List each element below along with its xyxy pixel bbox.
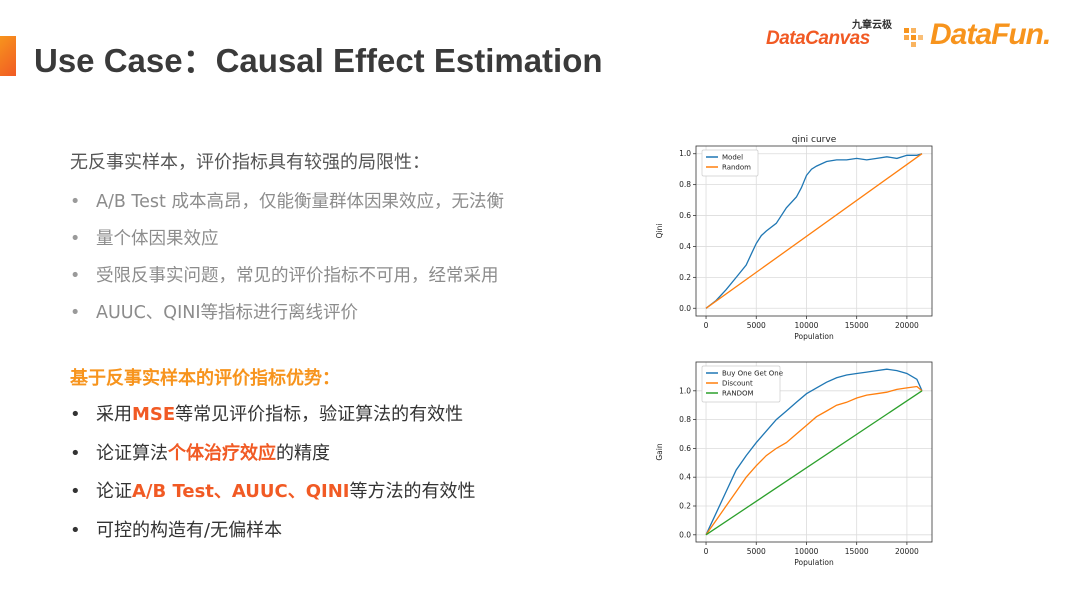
x-tick-label: 5000: [747, 547, 766, 556]
y-tick-label: 0.8: [679, 180, 691, 189]
y-tick-label: 0.6: [679, 211, 691, 220]
y-tick-label: 0.6: [679, 444, 691, 453]
series-line-discount: [705, 385, 923, 536]
logos: 九章云极 DataCanvas DataFun.: [766, 14, 1066, 58]
x-tick-label: 20000: [895, 547, 919, 556]
x-tick-label: 10000: [795, 321, 819, 330]
text-part: 等常见评价指标，验证算法的有效性: [175, 404, 464, 425]
y-tick-label: 0.8: [679, 415, 691, 424]
text-part: 等方法的有效性: [349, 481, 476, 502]
content-column: 无反事实样本，评价指标具有较强的局限性： A/B Test 成本高昂，仅能衡量群…: [70, 148, 610, 550]
list-item: 采用MSE等常见评价指标，验证算法的有效性: [70, 396, 610, 435]
legend-box: [701, 365, 781, 403]
x-tick-label: 0: [704, 547, 709, 556]
highlight-text: 个体治疗效应: [168, 442, 276, 464]
y-tick-label: 1.0: [679, 149, 691, 158]
series-line-buy-one-get-one: [705, 368, 923, 536]
plot-frame: [695, 361, 933, 543]
limitations-list: A/B Test 成本高昂，仅能衡量群体因果效应，无法衡 量个体因果效应 受限反…: [70, 184, 610, 332]
x-tick-label: 20000: [895, 321, 919, 330]
advantages-list: 采用MSE等常见评价指标，验证算法的有效性 论证算法个体治疗效应的精度 论证A/…: [70, 396, 610, 550]
list-item-text: 受限反事实问题，常见的评价指标不可用，经常采用: [96, 266, 499, 286]
series-line-model: [705, 153, 923, 309]
gain-chart-svg: 0 5000 10000 15000 20000 0.0 0.2 0.4 0.6 0.8 1.0 Po…: [655, 361, 933, 567]
datacanvas-logo: DataCanvas: [766, 28, 870, 49]
qini-chart-svg: 0 5000 10000 15000 20000 0.0 0.2 0.4 0.6 0.8 1.0 qi…: [655, 135, 933, 341]
y-tick-label: 0.2: [679, 273, 691, 282]
datafun-logo-text: DataFun.: [930, 18, 1051, 51]
list-item: A/B Test 成本高昂，仅能衡量群体因果效应，无法衡: [70, 184, 610, 221]
series-line-random: [705, 153, 923, 309]
title-accent-bar: [0, 36, 16, 76]
x-axis-label: Population: [794, 558, 834, 567]
list-item: 受限反事实问题，常见的评价指标不可用，经常采用: [70, 258, 610, 295]
list-item-continuation: AUUC、QINI等指标进行离线评价: [70, 295, 610, 332]
x-tick-label: 10000: [795, 547, 819, 556]
text-part: 的精度: [276, 442, 330, 464]
gain-chart: 0 5000 10000 15000 20000 0.0 0.2 0.4 0.6 0.8 1.0 Po…: [650, 352, 940, 568]
y-tick-label: 0.4: [679, 473, 691, 482]
highlight-text: MSE: [132, 404, 176, 425]
slide-title: Use Case：Causal Effect Estimation: [34, 42, 603, 79]
intro-text: 无反事实样本，评价指标具有较强的局限性：: [70, 152, 430, 173]
text-part: 采用: [96, 404, 132, 425]
list-item-text: AUUC、QINI等指标进行离线评价: [96, 303, 358, 323]
list-item: 论证A/B Test、AUUC、QINI等方法的有效性: [70, 473, 610, 512]
legend-label: Buy One Get One: [722, 370, 783, 378]
legend-label: Random: [722, 164, 751, 172]
x-axis-label: Population: [794, 332, 834, 341]
plot-frame: [695, 145, 933, 317]
y-tick-label: 1.0: [679, 386, 691, 395]
y-axis-label: Gain: [655, 443, 664, 460]
y-axis-label: Qini: [655, 224, 664, 239]
text-part: 论证算法: [96, 442, 168, 464]
list-item: 可控的构造有/无偏样本: [70, 512, 610, 551]
qini-chart: 0 5000 10000 15000 20000 0.0 0.2 0.4 0.6 0.8 1.0 qi…: [650, 130, 940, 342]
legend-label: Discount: [722, 380, 753, 388]
datafun-logo: DataFun.: [904, 16, 1064, 56]
advantages-heading: 基于反事实样本的评价指标优势：: [70, 368, 340, 389]
chart-title: qini curve: [792, 135, 837, 145]
list-item-text: 量个体因果效应: [96, 229, 219, 249]
list-item: 论证算法个体治疗效应的精度: [70, 435, 610, 474]
x-tick-label: 15000: [845, 321, 869, 330]
y-tick-label: 0.0: [679, 530, 691, 539]
y-tick-label: 0.0: [679, 304, 691, 313]
legend-label: Model: [722, 154, 743, 162]
list-item-text: A/B Test 成本高昂，仅能衡量群体因果效应，无法衡: [96, 192, 504, 212]
text-part: 可控的构造有/无偏样本: [96, 519, 283, 541]
x-tick-label: 15000: [845, 547, 869, 556]
series-line-random: [705, 390, 923, 536]
x-tick-label: 5000: [747, 321, 766, 330]
highlight-text: A/B Test、AUUC、QINI: [132, 481, 350, 502]
y-tick-label: 0.4: [679, 242, 691, 251]
datacanvas-logo-cn: 九章云极: [852, 20, 892, 31]
list-item-continuation: 量个体因果效应: [70, 221, 610, 258]
legend-label: RANDOM: [722, 390, 754, 398]
y-tick-label: 0.2: [679, 502, 691, 511]
text-part: 论证: [96, 481, 132, 502]
x-tick-label: 0: [704, 321, 709, 330]
datafun-mark-icon: [904, 28, 923, 47]
